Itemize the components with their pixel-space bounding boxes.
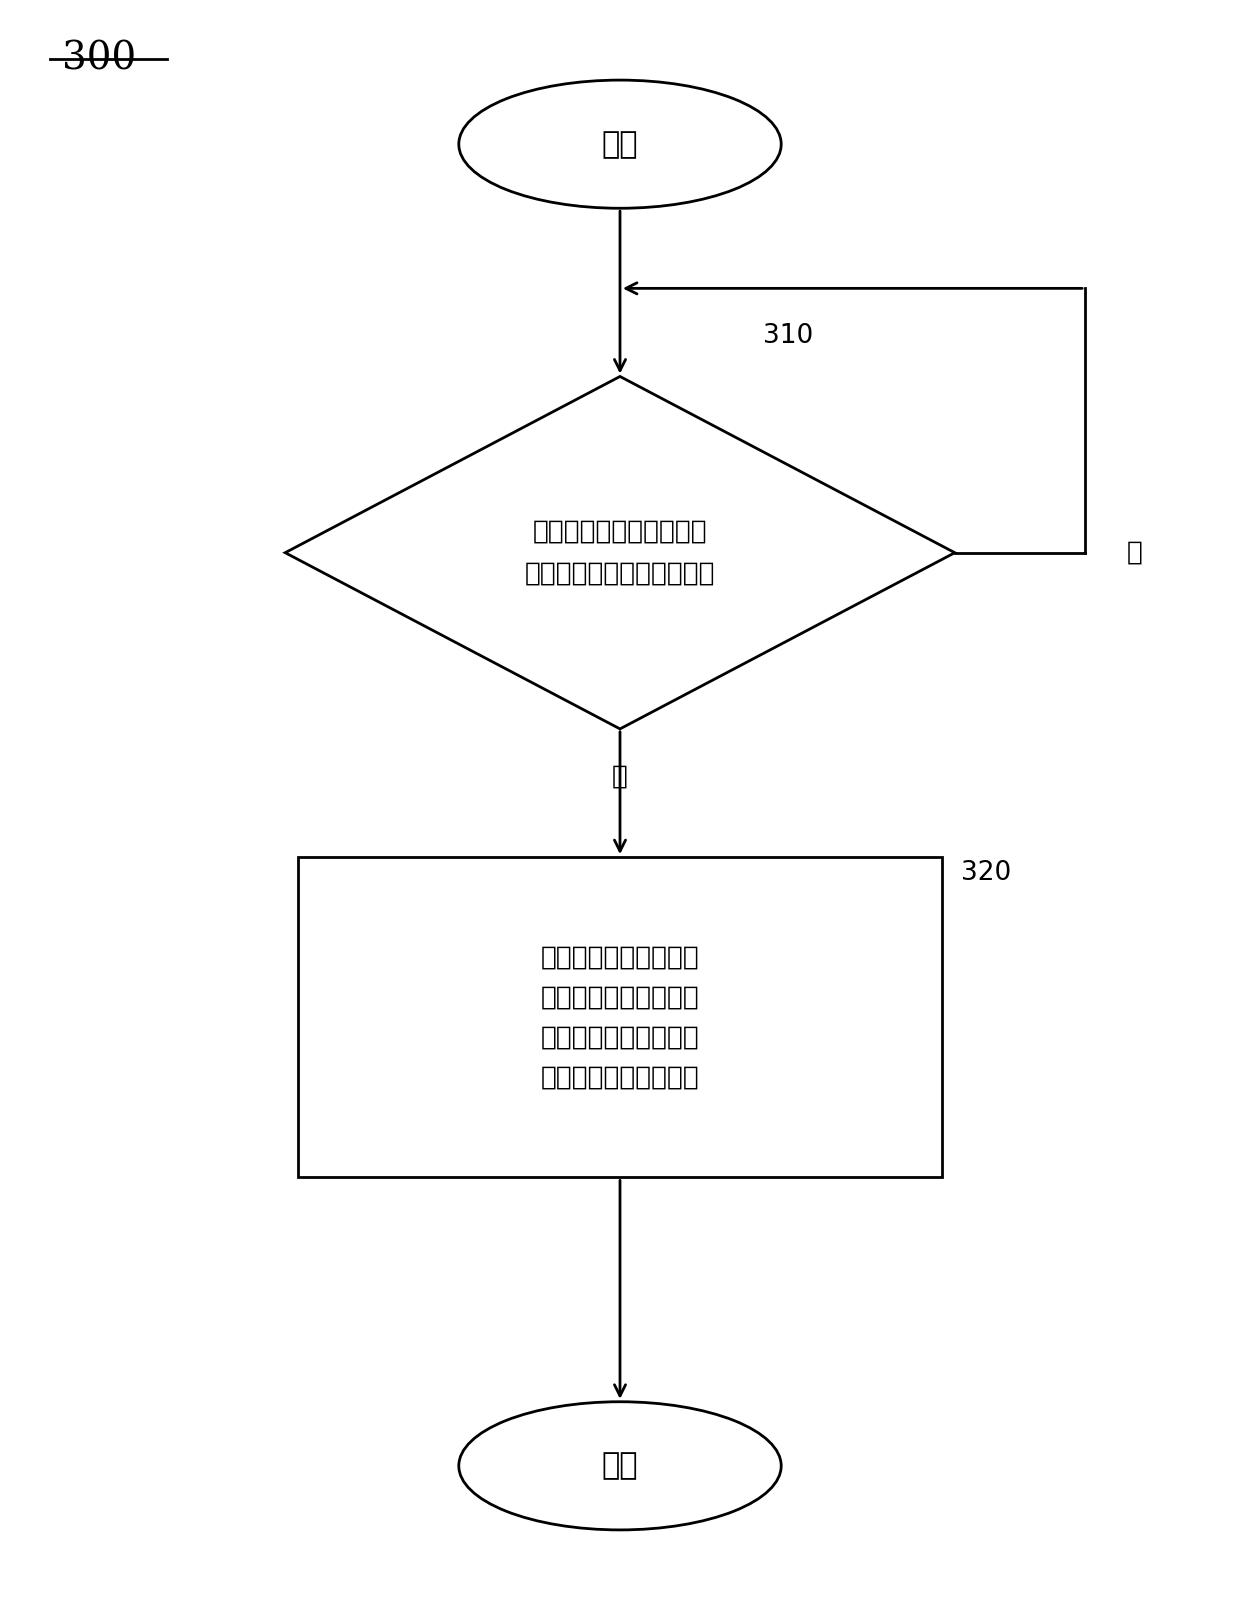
Text: 感应是否有至少一个人体
位于柜体的开放式展示面前: 感应是否有至少一个人体 位于柜体的开放式展示面前 (525, 519, 715, 586)
Polygon shape (285, 376, 955, 729)
Text: 否: 否 (1127, 540, 1142, 566)
Text: 310: 310 (763, 324, 813, 349)
Text: 300: 300 (62, 40, 136, 77)
Text: 开始: 开始 (601, 130, 639, 159)
FancyBboxPatch shape (298, 857, 942, 1177)
Ellipse shape (459, 1402, 781, 1530)
Text: 320: 320 (961, 860, 1012, 886)
Ellipse shape (459, 80, 781, 208)
Text: 是: 是 (613, 764, 627, 790)
Text: 驱动马达去控制卷帘装
置将透明卷帘维持在卷
回的状态，使得开放式
展示面呈现敞开的状态: 驱动马达去控制卷帘装 置将透明卷帘维持在卷 回的状态，使得开放式 展示面呈现敞开… (541, 944, 699, 1091)
Text: 结束: 结束 (601, 1451, 639, 1480)
